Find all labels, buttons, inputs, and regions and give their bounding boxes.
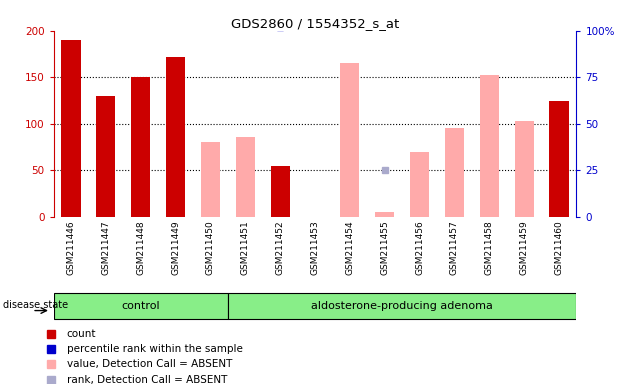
Bar [410,152,429,217]
Text: GSM211455: GSM211455 [381,221,389,275]
Text: GSM211460: GSM211460 [554,221,563,275]
Text: GSM211457: GSM211457 [450,221,459,275]
Bar [375,212,394,217]
Text: GSM211453: GSM211453 [311,221,319,275]
Text: GSM211448: GSM211448 [136,221,145,275]
Text: GSM211458: GSM211458 [485,221,494,275]
Title: GDS2860 / 1554352_s_at: GDS2860 / 1554352_s_at [231,17,399,30]
Text: GSM211446: GSM211446 [67,221,76,275]
Bar [340,63,360,217]
Text: control: control [122,301,160,311]
Bar [201,142,220,217]
Text: aldosterone-producing adenoma: aldosterone-producing adenoma [311,301,493,311]
Text: rank, Detection Call = ABSENT: rank, Detection Call = ABSENT [67,375,227,384]
Bar [479,75,499,217]
Bar [515,121,534,217]
Text: GSM211450: GSM211450 [206,221,215,275]
Bar [270,166,290,217]
Text: disease state: disease state [3,300,68,310]
Text: GSM211456: GSM211456 [415,221,424,275]
Text: GSM211452: GSM211452 [276,221,285,275]
Bar [236,137,255,217]
Bar [131,77,151,217]
Bar [96,96,115,217]
Bar [445,129,464,217]
Text: GSM211451: GSM211451 [241,221,249,275]
Text: GSM211449: GSM211449 [171,221,180,275]
Bar [549,101,569,217]
Text: GSM211459: GSM211459 [520,221,529,275]
Bar [228,293,576,319]
Bar [54,293,228,319]
Bar [61,40,81,217]
Bar [166,57,185,217]
Text: GSM211447: GSM211447 [101,221,110,275]
Text: value, Detection Call = ABSENT: value, Detection Call = ABSENT [67,359,232,369]
Text: count: count [67,329,96,339]
Text: percentile rank within the sample: percentile rank within the sample [67,344,243,354]
Text: GSM211454: GSM211454 [345,221,354,275]
